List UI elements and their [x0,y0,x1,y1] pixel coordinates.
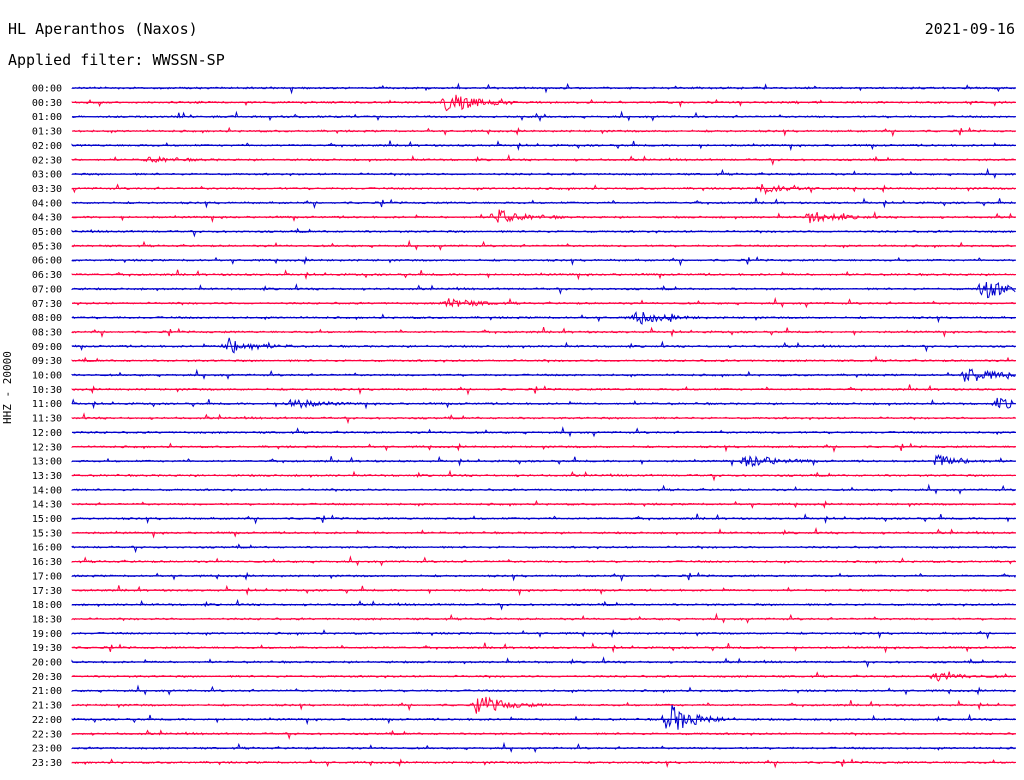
trace-row [71,442,1016,453]
row-time-label: 20:00 [32,658,62,669]
trace-row [71,126,1016,138]
row-time-label: 03:00 [32,170,62,181]
row-time-label: 05:30 [32,241,62,252]
row-time-label: 18:00 [32,600,62,611]
row-time-label: 00:00 [32,84,62,95]
trace-row [71,543,1016,554]
row-time-label: 09:00 [32,342,62,353]
row-time-label: 10:30 [32,385,62,396]
row-time-label: 15:30 [32,528,62,539]
filter-label: Applied filter: WWSSN-SP [8,51,225,69]
trace-row [71,282,1016,299]
row-time-label: 20:30 [32,672,62,683]
row-time-label: 17:00 [32,571,62,582]
row-time-label: 22:30 [32,729,62,740]
row-time-label: 17:30 [32,586,62,597]
trace-row [71,571,1016,583]
trace-row [71,758,1016,769]
trace-row [71,227,1016,238]
trace-row [71,209,1016,224]
row-time-label: 11:00 [32,399,62,410]
row-time-label: 16:30 [32,557,62,568]
row-time-label: 06:30 [32,270,62,281]
row-time-label: 01:00 [32,112,62,123]
row-time-label: 09:30 [32,356,62,367]
row-time-label: 07:00 [32,284,62,295]
row-time-label: 00:30 [32,98,62,109]
row-time-label: 14:00 [32,485,62,496]
row-time-label: 07:30 [32,299,62,310]
row-time-label: 21:30 [32,701,62,712]
row-time-label: 23:00 [32,744,62,755]
row-time-label: 23:30 [32,758,62,769]
trace-row [71,397,1016,410]
row-time-label: 08:30 [32,327,62,338]
row-time-label: 03:30 [32,184,62,195]
station-title: HL Aperanthos (Naxos) [8,20,198,38]
trace-row [71,629,1016,640]
row-time-label: 16:00 [32,543,62,554]
row-time-label: 05:00 [32,227,62,238]
row-time-label: 01:30 [32,127,62,138]
row-time-label: 08:00 [32,313,62,324]
row-time-label: 04:00 [32,198,62,209]
row-time-label: 02:30 [32,155,62,166]
row-time-label: 18:30 [32,614,62,625]
row-time-label: 10:00 [32,371,62,382]
row-time-label: 19:00 [32,629,62,640]
row-time-label: 21:00 [32,686,62,697]
row-time-label: 19:30 [32,643,62,654]
row-time-label: 06:00 [32,256,62,267]
row-time-label: 15:00 [32,514,62,525]
trace-row [71,256,1016,267]
row-time-label: 02:00 [32,141,62,152]
row-time-label: 14:30 [32,500,62,511]
trace-row [71,704,1016,730]
trace-row [71,355,1016,363]
row-time-label: 12:30 [32,442,62,453]
date-label: 2021-09-16 [924,20,1015,38]
row-time-label: 13:00 [32,457,62,468]
trace-row [71,296,1016,309]
row-time-label: 12:00 [32,428,62,439]
row-time-label: 13:30 [32,471,62,482]
row-time-label: 11:30 [32,414,62,425]
trace-row [71,337,1016,354]
row-time-label: 04:30 [32,213,62,224]
row-time-label: 22:00 [32,715,62,726]
